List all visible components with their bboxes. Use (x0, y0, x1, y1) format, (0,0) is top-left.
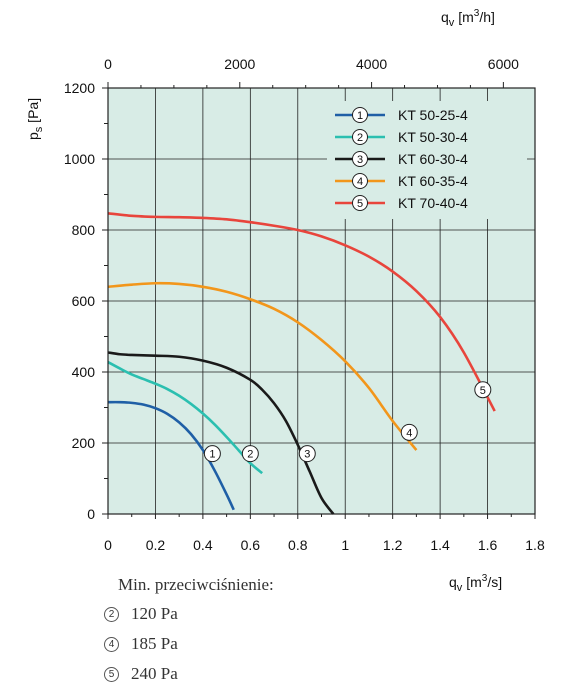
note-row: 4 185 Pa (104, 634, 178, 654)
note-marker: 2 (104, 607, 119, 622)
curve-marker-circle (298, 445, 316, 463)
y-tick-label: 1000 (64, 151, 95, 167)
y-tick-label: 800 (72, 222, 96, 238)
curve-marker-label: 1 (209, 449, 215, 461)
note-marker: 5 (104, 667, 119, 682)
note-value: 185 Pa (131, 634, 178, 653)
y-axis-ticks: 0 200 400 600 800 1000 1200 (64, 80, 108, 522)
legend-marker-label: 1 (357, 110, 363, 122)
legend-entry-label: KT 50-30-4 (398, 129, 468, 145)
legend-marker-circle (352, 173, 368, 189)
legend-marker-circle (352, 129, 368, 145)
x-tick-label: 1.8 (525, 537, 545, 553)
legend-marker-label: 4 (357, 176, 363, 188)
x-tick-label: 1 (341, 537, 349, 553)
x-axis-ticks: 0 0.2 0.4 0.6 0.8 1 1.2 1.4 1.6 1.8 (104, 514, 545, 553)
legend-marker-label: 3 (357, 154, 363, 166)
fan-performance-chart: 0 0.2 0.4 0.6 0.8 1 1.2 1.4 1.6 1.8 0 200 400 600 800… (25, 8, 545, 594)
x-tick-label: 0 (104, 537, 112, 553)
series-line-2 (107, 360, 264, 475)
xlabel-top: qv [m3/h] (441, 8, 495, 29)
legend-marker-circle (352, 195, 368, 211)
curve-marker-circle (203, 445, 221, 463)
y-tick-label: 400 (72, 364, 96, 380)
curve-marker-circle (474, 381, 492, 399)
top-tick-label: 6000 (488, 56, 519, 72)
top-axis-ticks: 0 2000 4000 6000 (104, 56, 519, 88)
curve-marker-label: 2 (247, 449, 253, 461)
note-marker: 4 (104, 637, 119, 652)
top-tick-label: 2000 (224, 56, 255, 72)
x-tick-label: 1.2 (383, 537, 403, 553)
y-tick-label: 200 (72, 435, 96, 451)
y-tick-label: 1200 (64, 80, 95, 96)
top-tick-label: 0 (104, 56, 112, 72)
legend-entry-label: KT 60-35-4 (398, 173, 468, 189)
legend-marker-label: 2 (357, 132, 363, 144)
legend-entry-label: KT 60-30-4 (398, 151, 468, 167)
note-row: 2 120 Pa (104, 604, 178, 624)
x-tick-label: 0.2 (146, 537, 166, 553)
x-tick-label: 1.6 (478, 537, 498, 553)
note-row: 5 240 Pa (104, 664, 178, 684)
x-tick-label: 1.4 (430, 537, 450, 553)
plot-frame (107, 87, 536, 515)
top-tick-label: 4000 (356, 56, 387, 72)
legend-marker-circle (352, 107, 368, 123)
series-line-4 (107, 281, 418, 451)
notes-title: Min. przeciwciśnienie: (118, 575, 274, 594)
curve-marker-circle (400, 423, 418, 441)
y-tick-label: 600 (72, 293, 96, 309)
curve-markers: 1 2 3 4 5 (203, 381, 492, 463)
series-line-3 (107, 351, 335, 515)
curve-marker-label: 5 (480, 385, 486, 397)
x-tick-label: 0.4 (193, 537, 213, 553)
xlabel-bottom: qv [m3/s] (449, 573, 502, 594)
x-tick-label: 0.8 (288, 537, 308, 553)
series-line-5 (107, 212, 496, 412)
legend-entry-label: KT 50-25-4 (398, 107, 468, 123)
y-tick-label: 0 (87, 506, 95, 522)
x-tick-label: 0.6 (241, 537, 261, 553)
series-line-1 (107, 400, 235, 511)
legend: 1 KT 50-25-4 2 KT 50-30-4 3 KT 60-30-4 4 KT 60-… (327, 101, 527, 219)
curve-marker-label: 3 (304, 449, 310, 461)
legend-entry-label: KT 70-40-4 (398, 195, 468, 211)
legend-marker-label: 5 (357, 198, 363, 210)
note-value: 120 Pa (131, 604, 178, 623)
ylabel: ps [Pa] (25, 98, 45, 140)
note-value: 240 Pa (131, 664, 178, 683)
curve-marker-label: 4 (406, 427, 412, 439)
fan-curves (107, 212, 496, 515)
curve-marker-circle (241, 445, 259, 463)
legend-marker-circle (352, 151, 368, 167)
